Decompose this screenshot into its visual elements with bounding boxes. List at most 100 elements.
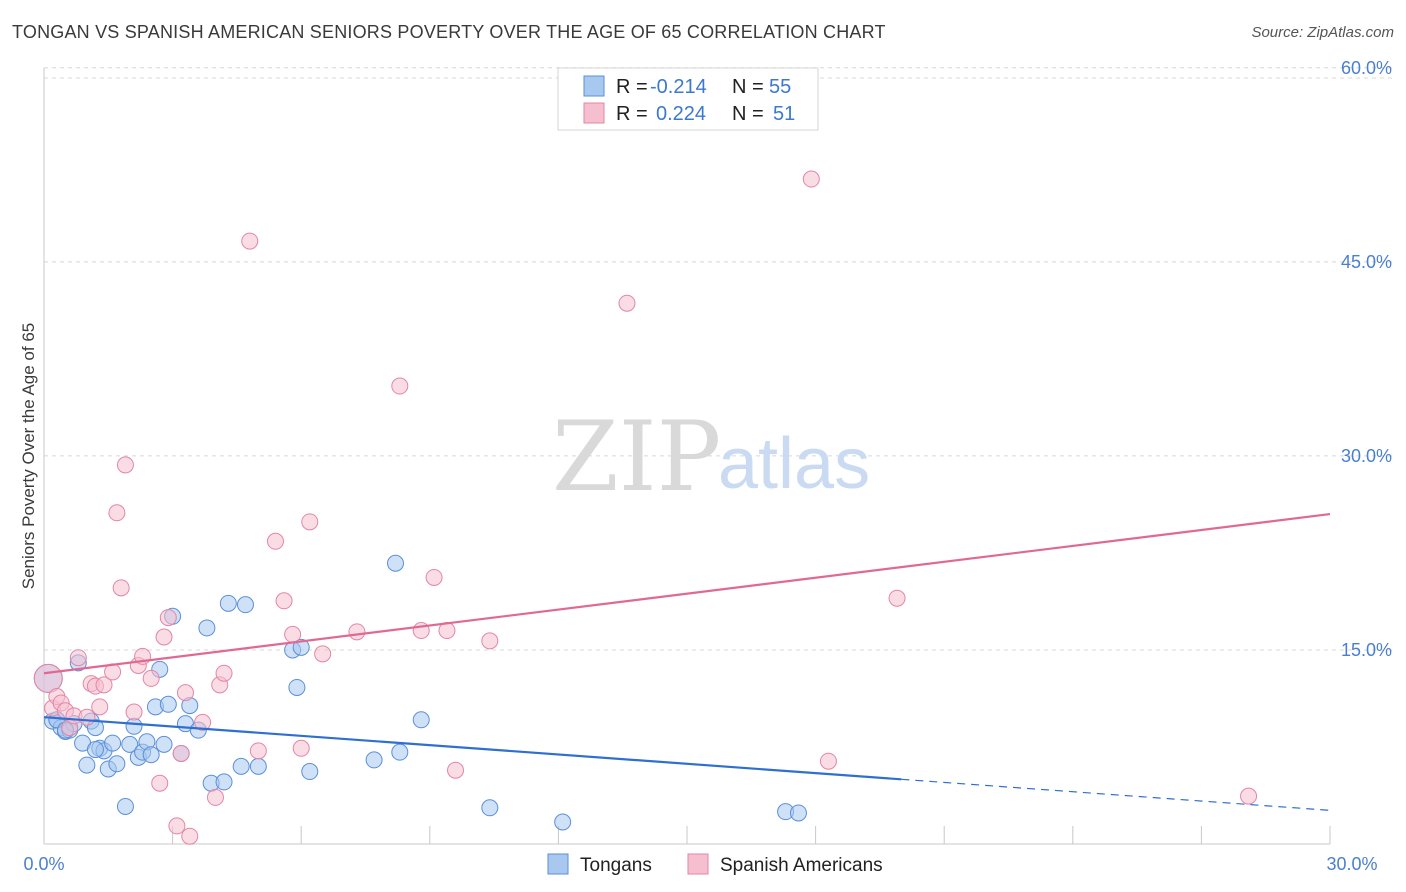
point-spanish-americans-21 (151, 774, 169, 792)
watermark-atlas: atlas (718, 424, 870, 504)
point-spanish-americans-17 (125, 703, 143, 721)
legend-r-label-spanish: R = (616, 103, 648, 125)
y-tick-label-2: 45.0% (1341, 252, 1392, 272)
point-tongans-48 (554, 813, 572, 831)
bottom-legend-label-tongans: Tongans (580, 855, 652, 876)
watermark: ZIP atlas (552, 401, 870, 513)
point-tongans-26 (159, 695, 177, 713)
point-tongans-42 (301, 763, 319, 781)
point-spanish-americans-48 (802, 170, 820, 188)
legend-n-value-spanish: 51 (773, 103, 795, 125)
point-spanish-americans-46 (481, 632, 499, 650)
point-spanish-americans-20 (142, 669, 160, 687)
point-tongans-22 (142, 746, 160, 764)
bottom-legend-swatch-spanish-americans (687, 853, 709, 875)
point-spanish-americans-16 (116, 456, 134, 474)
point-tongans-16 (116, 797, 134, 815)
x-tick-marks (43, 826, 1331, 844)
point-spanish-americans-37 (292, 739, 310, 757)
bottom-legend-swatch-tongans (547, 853, 569, 875)
point-tongans-36 (232, 757, 250, 775)
source-label: Source: ZipAtlas.com (1251, 24, 1394, 41)
legend-n-label-tongans: N = (732, 76, 764, 98)
point-spanish-americans-27 (181, 827, 199, 845)
point-tongans-41 (292, 638, 310, 656)
point-spanish-americans-28 (194, 713, 212, 731)
point-spanish-americans-25 (172, 744, 190, 762)
legend-n-value-tongans: 55 (769, 76, 791, 98)
point-spanish-americans-7 (69, 649, 87, 667)
point-tongans-14 (104, 734, 122, 752)
point-spanish-americans-49 (819, 752, 837, 770)
chart-title: TONGAN VS SPANISH AMERICAN SENIORS POVER… (12, 22, 886, 42)
trend-line-tongans-extension (901, 778, 1331, 811)
y-axis-label: Seniors Poverty Over the Age of 65 (19, 323, 38, 589)
trend-line-tongans (43, 716, 902, 781)
point-spanish-americans-47 (618, 294, 636, 312)
point-spanish-americans-39 (314, 645, 332, 663)
legend-r-value-spanish: 0.224 (656, 103, 706, 125)
grid-layer (44, 67, 1392, 651)
point-spanish-americans-26 (176, 684, 194, 702)
y-tick-labels: 15.0% 30.0% 45.0% 60.0% (1341, 58, 1392, 660)
bottom-legend-label-spanish-americans: Spanish Americans (720, 855, 883, 876)
point-spanish-americans-24 (168, 817, 186, 835)
point-tongans-54 (86, 741, 104, 759)
point-tongans-32 (198, 619, 216, 637)
point-tongans-8 (78, 756, 96, 774)
y-tick-label-0: 15.0% (1341, 640, 1392, 660)
point-spanish-americans-22 (155, 628, 173, 646)
bottom-legend: Tongans Spanish Americans (547, 853, 883, 876)
point-tongans-44 (387, 554, 405, 572)
point-tongans-38 (249, 757, 267, 775)
point-spanish-americans-8 (78, 708, 96, 726)
point-spanish-americans-36 (284, 625, 302, 643)
point-tongans-47 (481, 799, 499, 817)
point-tongans-17 (121, 735, 139, 753)
point-spanish-americans-32 (241, 232, 259, 250)
point-tongans-25 (155, 735, 173, 753)
point-tongans-18 (125, 717, 143, 735)
legend-r-label-tongans: R = (616, 76, 648, 98)
point-spanish-americans-14 (108, 504, 126, 522)
point-spanish-americans-12 (95, 676, 113, 694)
y-tick-label-1: 30.0% (1341, 446, 1392, 466)
point-spanish-americans-38 (301, 513, 319, 531)
x-tick-label-max: 30.0% (1326, 854, 1377, 874)
watermark-zip: ZIP (552, 401, 721, 513)
legend-r-value-tongans: -0.214 (650, 76, 707, 98)
legend-box: R = -0.214 N = 55 R = 0.224 N = 51 (557, 67, 819, 131)
trend-lines (43, 513, 1331, 811)
point-spanish-americans-35 (275, 592, 293, 610)
point-tongans-50 (789, 804, 807, 822)
point-spanish-americans-11 (91, 698, 109, 716)
x-tick-label-min: 0.0% (23, 854, 64, 874)
point-spanish-americans-43 (425, 568, 443, 586)
point-tongans-45 (391, 743, 409, 761)
point-tongans-43 (365, 751, 383, 769)
point-spanish-americans-29 (206, 788, 224, 806)
y-tick-label-3: 60.0% (1341, 58, 1392, 78)
point-tongans-34 (215, 773, 233, 791)
point-spanish-americans-50 (888, 589, 906, 607)
trend-line-spanish-americans (43, 513, 1331, 675)
series-spanish-americans-points (33, 170, 1258, 845)
legend-swatch-tongans (583, 75, 605, 97)
point-spanish-americans-31 (215, 664, 233, 682)
point-tongans-46 (412, 711, 430, 729)
point-spanish-americans-34 (266, 532, 284, 550)
point-tongans-35 (219, 594, 237, 612)
point-spanish-americans-15 (112, 579, 130, 597)
point-tongans-37 (236, 596, 254, 614)
series-tongans-points (33, 554, 807, 831)
point-spanish-americans-41 (391, 377, 409, 395)
point-spanish-americans-33 (249, 742, 267, 760)
point-spanish-americans-51 (1240, 787, 1258, 805)
point-spanish-americans-40 (348, 623, 366, 641)
point-tongans-15 (108, 755, 126, 773)
point-spanish-americans-45 (447, 761, 465, 779)
point-spanish-americans-23 (159, 609, 177, 627)
legend-n-label-spanish: N = (732, 103, 764, 125)
point-tongans-40 (288, 678, 306, 696)
